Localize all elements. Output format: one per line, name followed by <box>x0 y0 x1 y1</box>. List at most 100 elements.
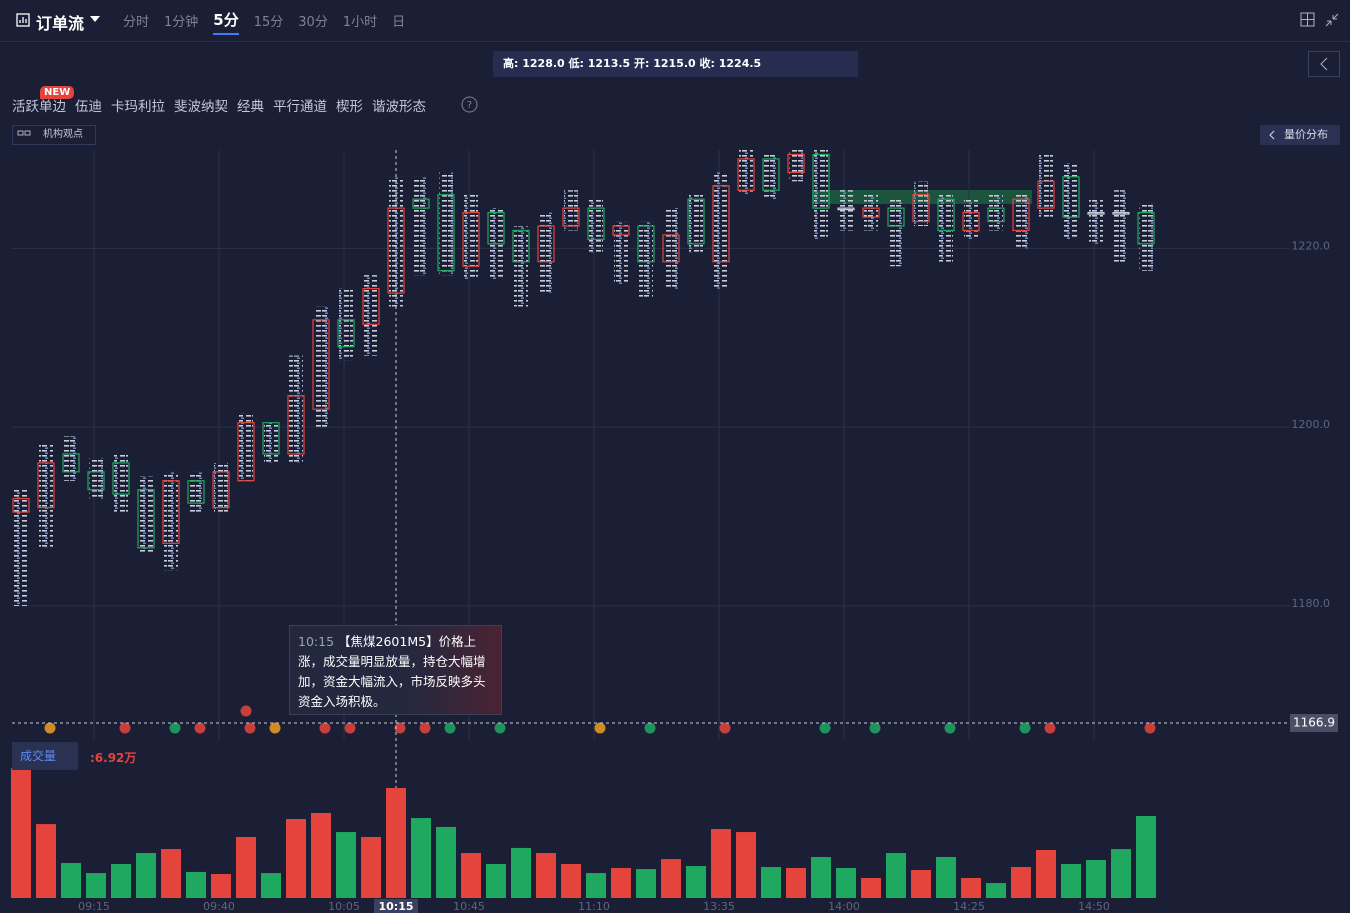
volume-bar <box>486 863 506 898</box>
y-tick-label: 1180.0 <box>1292 597 1331 610</box>
chart-icon <box>16 13 30 27</box>
candle-body <box>387 207 405 294</box>
tab[interactable]: 30分 <box>298 15 328 30</box>
volume-bar <box>211 874 231 898</box>
volume-profile-button[interactable]: 量价分布 <box>1260 125 1340 145</box>
tooltip: 10:15 【焦煤2601M5】价格上涨，成交量明显放量，持仓大幅增加，资金大幅流… <box>289 625 502 715</box>
caret <box>90 16 100 22</box>
footprint <box>189 471 203 513</box>
candle-body <box>837 207 855 211</box>
candle-body <box>1087 211 1105 215</box>
signal-icon <box>1144 722 1156 734</box>
tab[interactable]: 1分钟 <box>164 15 199 30</box>
volume-bar <box>1136 815 1156 898</box>
footprint <box>289 355 303 463</box>
signal-icon <box>169 722 181 734</box>
volume-bar <box>286 819 306 898</box>
candle-body <box>862 207 880 218</box>
volume-bar <box>261 873 281 898</box>
signal-icon <box>344 722 356 734</box>
candle-body <box>62 453 80 473</box>
tool[interactable]: 平行通道 <box>273 99 327 115</box>
footprint <box>939 194 953 262</box>
candle-body <box>637 225 655 263</box>
footprint <box>539 212 553 294</box>
footprint <box>1114 190 1128 262</box>
volume-bar <box>86 873 106 898</box>
tab[interactable]: 分时 <box>123 15 150 30</box>
volume-bar <box>911 870 931 898</box>
footprint <box>339 288 353 361</box>
footprint <box>664 208 678 289</box>
volume-bar <box>961 877 981 898</box>
candle-body <box>712 185 730 263</box>
svg-text:?: ? <box>467 100 472 111</box>
candle-body <box>237 422 255 482</box>
help-icon[interactable]: ? <box>461 96 478 113</box>
footprint <box>564 190 578 231</box>
footprint <box>764 154 778 200</box>
candle-body <box>762 158 780 191</box>
candle-body <box>37 462 55 509</box>
candle-body <box>687 198 705 245</box>
tab[interactable]: 日 <box>392 15 406 30</box>
new-badge: NEW <box>40 86 75 99</box>
candle-body <box>812 153 830 209</box>
x-tick-label: 13:35 <box>703 900 735 913</box>
volume-bar <box>561 863 581 898</box>
signal-icon <box>194 722 206 734</box>
volume-bar <box>361 836 381 898</box>
volume-bar <box>836 867 856 898</box>
volume-bar <box>536 853 556 898</box>
volume-bar <box>136 853 156 898</box>
tab[interactable]: 1小时 <box>342 15 378 30</box>
candle-body <box>662 234 680 263</box>
footprint <box>514 225 528 307</box>
title[interactable]: 订单流 <box>36 14 85 33</box>
signal-icon <box>319 722 331 734</box>
footprint <box>139 476 153 553</box>
tool[interactable]: 伍迪 <box>75 99 102 115</box>
signal-icon <box>244 722 256 734</box>
candle-body <box>287 395 305 455</box>
volume-bar <box>411 818 431 898</box>
x-tick-label: 09:15 <box>78 900 110 913</box>
volume-bar <box>1111 849 1131 898</box>
footprint <box>689 194 703 253</box>
tools: 活跃单边 伍迪 卡玛利拉 斐波纳契 经典 平行通道 楔形 谐波形态 <box>12 95 426 115</box>
volume-bar <box>236 836 256 898</box>
footprint <box>64 436 78 481</box>
signals <box>44 705 1156 734</box>
volume-bar <box>61 863 81 898</box>
signal-icon <box>719 722 731 734</box>
tool[interactable]: 活跃单边 <box>12 99 66 115</box>
window-icons[interactable] <box>1300 12 1340 28</box>
footprint <box>114 453 128 513</box>
footprint <box>1064 163 1078 240</box>
institution-view[interactable]: 机构观点 <box>12 125 96 145</box>
signal-icon <box>44 722 56 734</box>
tool[interactable]: 卡玛利拉 <box>111 99 165 115</box>
tab[interactable]: 15分 <box>253 15 284 30</box>
tool[interactable]: 楔形 <box>336 99 363 115</box>
footprint <box>264 422 278 463</box>
volume-selector[interactable]: 成交量 <box>12 742 78 770</box>
signal-icon <box>594 722 606 734</box>
footprint <box>414 176 428 276</box>
tool[interactable]: 斐波纳契 <box>174 99 228 115</box>
candle-body <box>787 153 805 173</box>
collapse-button[interactable] <box>1308 51 1340 77</box>
candle-body <box>587 207 605 240</box>
x-tick-label: 11:10 <box>578 900 610 913</box>
candle-body <box>262 422 280 455</box>
candle-body <box>137 489 155 549</box>
footprint <box>989 194 1003 231</box>
tab[interactable]: 5分 <box>213 9 239 35</box>
candle-body <box>437 194 455 272</box>
tool[interactable]: 经典 <box>237 99 264 115</box>
volume-bar <box>11 768 31 898</box>
y-tick-label: 1220.0 <box>1292 239 1331 252</box>
volume-bar <box>661 859 681 898</box>
tool[interactable]: 谐波形态 <box>372 99 426 115</box>
